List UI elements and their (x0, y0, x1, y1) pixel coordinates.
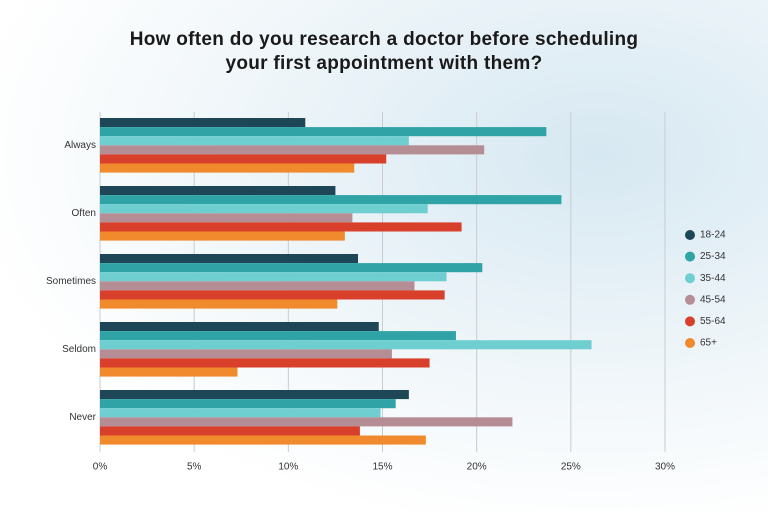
y-tick-label: Often (72, 208, 96, 219)
bar (100, 290, 445, 300)
bar (100, 195, 562, 205)
bar (100, 408, 381, 418)
legend-label: 55-64 (700, 316, 726, 327)
x-tick-label: 15% (372, 462, 392, 473)
bar (100, 417, 513, 427)
legend-marker (685, 316, 695, 327)
bar (100, 349, 392, 359)
y-tick-label: Never (69, 412, 96, 423)
x-tick-label: 5% (187, 462, 202, 473)
bar (100, 272, 447, 282)
legend-label: 65+ (700, 338, 717, 349)
x-tick-label: 25% (561, 462, 581, 473)
bar (100, 399, 396, 409)
bar (100, 358, 430, 368)
y-tick-label: Seldom (62, 344, 96, 355)
x-tick-label: 20% (467, 462, 487, 473)
chart-title: How often do you research a doctor befor… (129, 29, 639, 74)
legend-marker (685, 294, 695, 305)
bar (100, 163, 355, 173)
bar (100, 154, 387, 164)
y-tick-label: Always (64, 140, 96, 151)
bar (100, 426, 360, 436)
bar (100, 322, 379, 332)
bar (100, 331, 456, 341)
legend-label: 35-44 (700, 273, 726, 284)
bar (100, 367, 238, 377)
bar (100, 118, 306, 128)
bar (100, 340, 592, 350)
x-tick-label: 30% (655, 462, 675, 473)
bar (100, 254, 359, 264)
bar (100, 136, 409, 146)
bar (100, 390, 409, 400)
legend-marker (685, 230, 695, 240)
bar (100, 299, 338, 309)
bar (100, 231, 345, 241)
legend-marker (685, 338, 695, 348)
legend-label: 18-24 (700, 230, 726, 241)
bar (100, 281, 415, 291)
bar (100, 204, 428, 214)
bar (100, 127, 547, 137)
bar (100, 435, 426, 445)
x-tick-label: 10% (278, 462, 298, 473)
bar (100, 263, 483, 273)
legend-label: 45-54 (700, 294, 726, 305)
bar (100, 213, 353, 223)
legend-marker (685, 273, 695, 284)
x-tick-label: 0% (93, 462, 108, 473)
bar (100, 222, 462, 232)
bar (100, 186, 336, 196)
bar (100, 145, 485, 155)
legend-marker (685, 251, 695, 262)
y-tick-label: Sometimes (46, 276, 96, 287)
legend-label: 25-34 (700, 251, 726, 262)
